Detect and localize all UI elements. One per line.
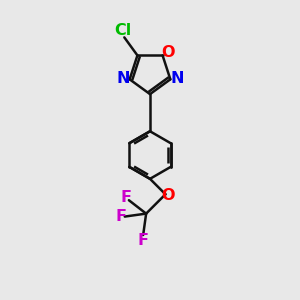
Text: F: F bbox=[116, 209, 127, 224]
Text: N: N bbox=[116, 71, 130, 86]
Text: Cl: Cl bbox=[114, 23, 131, 38]
Text: F: F bbox=[138, 233, 149, 248]
Text: N: N bbox=[170, 71, 184, 86]
Text: O: O bbox=[161, 45, 175, 60]
Text: F: F bbox=[120, 190, 131, 206]
Text: O: O bbox=[161, 188, 175, 203]
